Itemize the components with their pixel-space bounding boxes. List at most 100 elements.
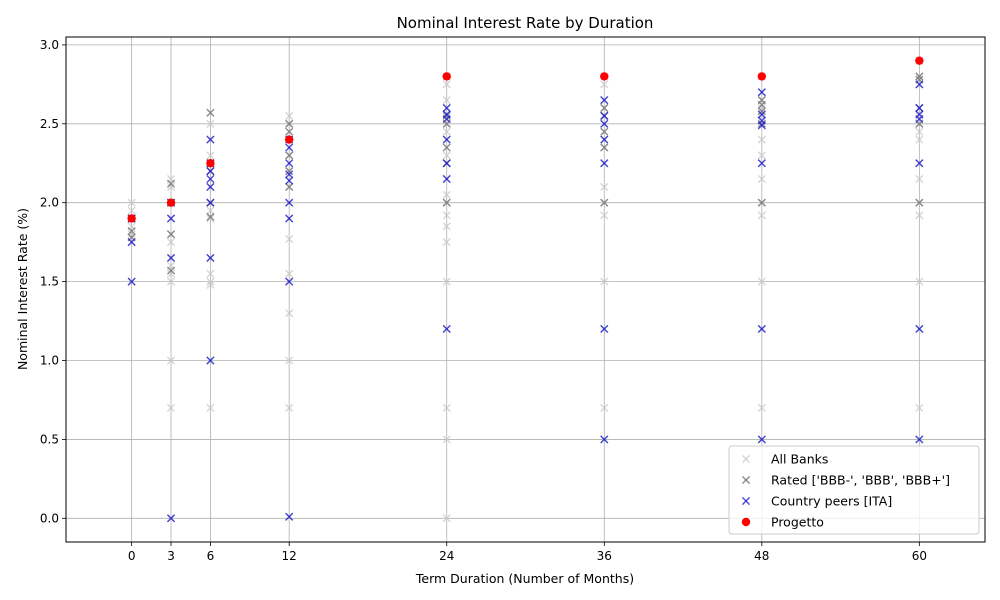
data-point bbox=[166, 198, 176, 207]
data-point bbox=[600, 96, 609, 105]
data-point bbox=[285, 170, 294, 179]
data-point bbox=[757, 435, 766, 444]
x-tick-label: 48 bbox=[754, 549, 769, 563]
data-point bbox=[442, 174, 451, 184]
x-marker-stroke bbox=[166, 514, 176, 523]
data-point bbox=[600, 211, 609, 220]
x-tick-label: 6 bbox=[207, 549, 215, 563]
x-marker-stroke bbox=[757, 277, 766, 286]
data-point bbox=[285, 277, 294, 286]
data-point bbox=[166, 403, 176, 412]
data-point bbox=[206, 403, 215, 412]
x-marker-stroke bbox=[757, 211, 766, 220]
legend-label: Rated ['BBB-', 'BBB', 'BBB+'] bbox=[771, 473, 950, 488]
x-marker-stroke bbox=[285, 277, 294, 286]
x-marker-stroke bbox=[442, 403, 451, 412]
y-tick-label: 0.5 bbox=[40, 432, 59, 446]
data-point bbox=[757, 135, 766, 144]
x-marker-stroke bbox=[206, 198, 215, 207]
x-marker-stroke bbox=[915, 435, 924, 444]
data-point bbox=[600, 72, 609, 81]
data-point bbox=[285, 356, 294, 365]
x-marker-stroke bbox=[285, 170, 294, 179]
chart-title: Nominal Interest Rate by Duration bbox=[397, 14, 654, 32]
data-point bbox=[600, 127, 609, 136]
data-point bbox=[915, 403, 924, 412]
x-marker-stroke bbox=[206, 356, 215, 365]
data-point bbox=[127, 230, 136, 239]
data-point bbox=[757, 119, 766, 128]
data-point bbox=[442, 238, 451, 247]
x-marker-stroke bbox=[442, 174, 451, 184]
x-marker-stroke bbox=[285, 127, 294, 136]
x-marker-stroke bbox=[600, 80, 609, 89]
x-marker-stroke bbox=[206, 182, 215, 192]
data-point bbox=[915, 324, 924, 334]
x-tick-label: 0 bbox=[128, 549, 136, 563]
data-point bbox=[206, 159, 215, 168]
data-point bbox=[442, 514, 451, 523]
x-marker-stroke bbox=[915, 159, 924, 168]
data-point bbox=[757, 88, 766, 97]
x-marker-stroke bbox=[206, 212, 215, 222]
x-marker-stroke bbox=[127, 227, 136, 236]
data-point bbox=[127, 277, 136, 286]
x-marker-stroke bbox=[442, 435, 451, 444]
data-point bbox=[127, 238, 136, 247]
x-marker-stroke bbox=[166, 269, 176, 278]
x-tick-label: 12 bbox=[282, 549, 297, 563]
data-point bbox=[206, 206, 215, 215]
x-marker-stroke bbox=[442, 159, 451, 168]
y-tick-label: 0.0 bbox=[40, 511, 59, 525]
x-marker-stroke bbox=[166, 179, 176, 188]
x-marker-stroke bbox=[206, 174, 215, 184]
x-marker-stroke bbox=[166, 253, 176, 263]
data-point bbox=[757, 107, 766, 116]
data-point bbox=[915, 159, 924, 168]
x-marker-stroke bbox=[915, 135, 924, 144]
data-point bbox=[285, 127, 294, 136]
data-point bbox=[166, 269, 176, 278]
data-point bbox=[285, 176, 294, 185]
x-marker-stroke bbox=[206, 280, 215, 289]
x-marker-stroke bbox=[915, 174, 924, 184]
data-point bbox=[166, 356, 176, 365]
data-point bbox=[206, 182, 215, 192]
data-point bbox=[206, 135, 215, 144]
data-point bbox=[206, 119, 215, 128]
x-marker-stroke bbox=[285, 309, 294, 318]
data-point bbox=[600, 403, 609, 412]
data-point bbox=[206, 253, 215, 263]
x-marker-stroke bbox=[285, 512, 294, 521]
data-point bbox=[757, 103, 766, 113]
data-point bbox=[206, 269, 215, 278]
data-point bbox=[915, 56, 924, 65]
data-point bbox=[166, 230, 176, 239]
x-marker-stroke bbox=[741, 475, 751, 485]
data-point bbox=[442, 96, 451, 105]
legend-box bbox=[728, 445, 980, 535]
data-point bbox=[600, 159, 609, 168]
data-point bbox=[285, 182, 294, 192]
data-point bbox=[285, 167, 294, 176]
x-marker-stroke bbox=[442, 135, 451, 144]
data-point bbox=[285, 512, 294, 521]
data-point bbox=[442, 198, 451, 207]
data-point bbox=[166, 253, 176, 263]
data-point bbox=[206, 280, 215, 289]
x-marker-stroke bbox=[166, 238, 176, 247]
x-marker-stroke bbox=[206, 206, 215, 215]
x-marker-stroke bbox=[442, 190, 451, 199]
data-point bbox=[600, 119, 609, 128]
data-point bbox=[206, 167, 215, 176]
data-point bbox=[166, 214, 176, 223]
data-point bbox=[206, 108, 215, 117]
x-marker-stroke bbox=[915, 103, 924, 113]
x-marker-stroke bbox=[757, 119, 766, 128]
x-marker-stroke bbox=[166, 230, 176, 239]
x-marker-stroke bbox=[206, 119, 215, 128]
x-marker-stroke bbox=[127, 198, 136, 207]
x-marker-stroke bbox=[166, 182, 176, 192]
x-marker-stroke bbox=[600, 103, 609, 113]
